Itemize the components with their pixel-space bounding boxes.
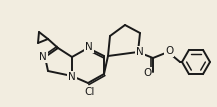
Text: N: N bbox=[136, 47, 144, 57]
Text: N: N bbox=[85, 42, 93, 52]
Text: Cl: Cl bbox=[85, 87, 95, 97]
Text: O: O bbox=[143, 68, 151, 78]
Text: N: N bbox=[39, 52, 47, 62]
Text: N: N bbox=[68, 72, 76, 82]
Text: O: O bbox=[165, 46, 173, 56]
